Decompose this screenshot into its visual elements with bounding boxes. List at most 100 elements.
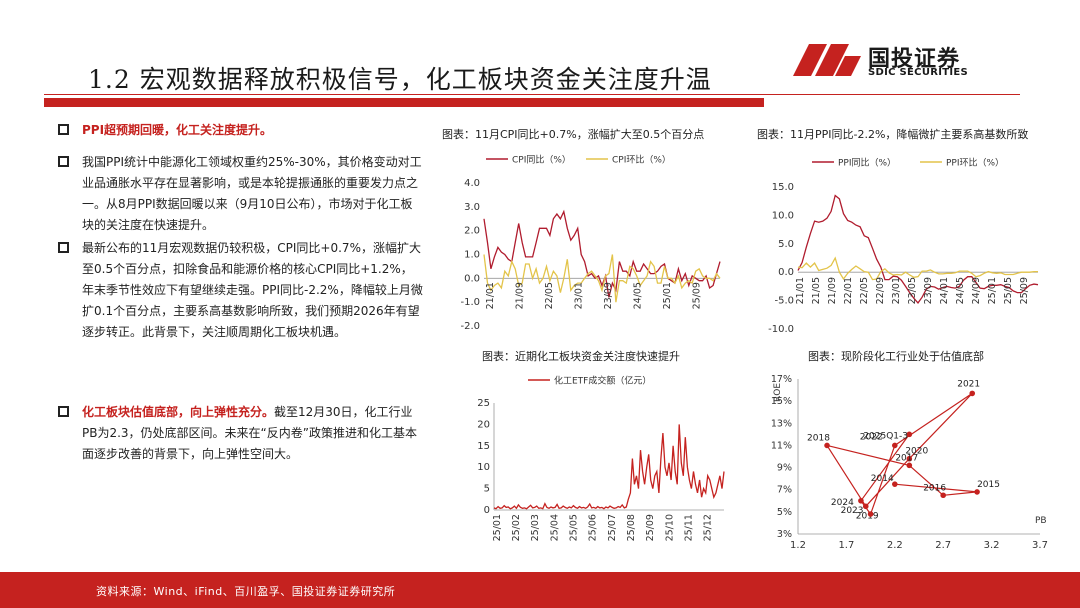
point-label: 2021 bbox=[957, 379, 980, 389]
x-tick-label: 25/05 bbox=[1003, 277, 1014, 304]
y-tick-label: 15% bbox=[771, 396, 792, 407]
bullet-heading: 化工板块估值底部，向上弹性充分。 bbox=[82, 405, 275, 419]
point-label: 2024 bbox=[831, 498, 854, 508]
x-tick-label: 21/09 bbox=[827, 277, 838, 304]
scatter-point bbox=[906, 462, 913, 469]
x-tick-label: 2.2 bbox=[887, 540, 903, 551]
y-tick-label: 2.0 bbox=[464, 226, 480, 237]
y-tick-label: 5% bbox=[777, 507, 792, 518]
y-tick-label: 11% bbox=[771, 440, 792, 451]
legend-label: PPI同比（%） bbox=[838, 157, 896, 169]
x-tick-label: 21/01 bbox=[795, 277, 806, 304]
x-tick-label: 3.7 bbox=[1032, 540, 1048, 551]
x-tick-label: 24/05 bbox=[955, 277, 966, 304]
caption-ppi: 图表：11月PPI同比-2.2%，降幅微扩主要系高基数所致 bbox=[757, 128, 1029, 141]
legend-label: 化工ETF成交额（亿元） bbox=[554, 375, 651, 387]
y-tick-label: 3.0 bbox=[464, 202, 480, 213]
bullet-text: 截至12月30日，化工行业PB为2.3，仍处底部区间。未来在“反内卷”政策推进和… bbox=[82, 405, 417, 461]
scatter-point bbox=[974, 489, 980, 495]
x-tick-label: 22/01 bbox=[843, 277, 854, 304]
y-tick-label: 0.0 bbox=[778, 267, 794, 278]
x-tick-label: 21/09 bbox=[514, 282, 525, 309]
y-tick-label: 15.0 bbox=[772, 182, 794, 193]
cpi-chart: 4.0 3.0 2.0 1.0 0.0 -1.0 -2.0 21/01 21/09 22/05 23… bbox=[460, 154, 721, 332]
point-label: 2019 bbox=[856, 511, 879, 521]
bullet-item: 最新公布的11月宏观数据仍较积极，CPI同比+0.7%，涨幅扩大至0.5个百分点… bbox=[54, 238, 424, 343]
x-tick-label: 24/09 bbox=[971, 277, 982, 304]
series-line bbox=[797, 256, 1038, 281]
y-tick-label: 25 bbox=[477, 398, 490, 409]
title-red-bar bbox=[44, 98, 764, 107]
scatter-point bbox=[892, 442, 898, 449]
point-label: 2018 bbox=[807, 433, 830, 443]
bullet-square-icon bbox=[58, 124, 69, 135]
scatter-point bbox=[906, 455, 913, 462]
scatter-point bbox=[824, 442, 830, 449]
y-tick-label: 4.0 bbox=[464, 178, 480, 189]
point-label: 2015 bbox=[977, 480, 1000, 490]
bullet-item: PPI超预期回暖，化工关注度提升。 bbox=[54, 120, 424, 141]
y-tick-label: 20 bbox=[477, 419, 490, 430]
x-tick-label: 25/06 bbox=[588, 514, 599, 541]
etf-chart: 25 20 15 10 5 025/01 25/02 25/03 25/04 25/05 25/06… bbox=[477, 375, 725, 541]
y-tick-label: 7% bbox=[777, 485, 792, 496]
legend-label: CPI同比（%） bbox=[512, 154, 571, 166]
x-tick-label: 25/11 bbox=[683, 514, 694, 541]
bullet-item: 我国PPI统计中能源化工领域权重约25%-30%，其价格变动对工业品通胀水平存在… bbox=[54, 152, 424, 236]
y-tick-label: -1.0 bbox=[460, 297, 480, 308]
y-tick-label: 10.0 bbox=[772, 210, 794, 221]
legend-label: PPI环比（%） bbox=[946, 157, 1004, 169]
bullet-heading: PPI超预期回暖，化工关注度提升。 bbox=[82, 123, 273, 137]
y-tick-label: 13% bbox=[771, 418, 792, 429]
point-label: 2014 bbox=[871, 474, 894, 484]
x-tick-label: 25/09 bbox=[645, 514, 656, 541]
x-tick-label: 25/08 bbox=[626, 514, 637, 541]
y-tick-label: 0 bbox=[484, 505, 490, 516]
bullet-item: 化工板块估值底部，向上弹性充分。截至12月30日，化工行业PB为2.3，仍处底部… bbox=[54, 402, 424, 465]
point-label: 2016 bbox=[923, 483, 946, 493]
x-tick-label: 25/09 bbox=[1019, 277, 1030, 304]
y-tick-label: 5.0 bbox=[778, 239, 794, 250]
x-tick-label: 25/09 bbox=[691, 282, 702, 309]
x-tick-label: 22/05 bbox=[859, 277, 870, 304]
y-tick-label: 5 bbox=[484, 484, 490, 495]
title-underline bbox=[44, 94, 1020, 95]
scatter-point bbox=[892, 481, 898, 487]
y-tick-label: 1.0 bbox=[464, 250, 480, 261]
page-title: 1.2 宏观数据释放积极信号，化工板块资金关注度升温 bbox=[88, 65, 712, 94]
bullet-square-icon bbox=[58, 156, 69, 167]
caption-cpi: 图表：11月CPI同比+0.7%，涨幅扩大至0.5个百分点 bbox=[442, 128, 705, 141]
x-tick-label: 24/05 bbox=[632, 282, 643, 309]
y-tick-label: 17% bbox=[771, 374, 792, 385]
point-label: 2020 bbox=[905, 447, 928, 457]
series-line bbox=[483, 254, 721, 303]
y-tick-label: 15 bbox=[477, 441, 490, 452]
x-tick-label: 22/05 bbox=[544, 282, 555, 309]
x-tick-label: 25/04 bbox=[549, 514, 560, 541]
x-tick-label: 25/07 bbox=[607, 514, 618, 541]
y-tick-label: 0.0 bbox=[464, 273, 480, 284]
y-axis-title: ROE bbox=[773, 383, 783, 402]
series-line bbox=[797, 194, 1039, 304]
y-tick-label: -2.0 bbox=[460, 321, 480, 332]
point-label: 2023 bbox=[841, 506, 864, 516]
x-axis-title: PB bbox=[1035, 516, 1047, 526]
valuation-chart: 17% 15% 13% 11% 9% 7% 5% 3%1.2 1.7 2.2 2.7 3.2 3.7 RO… bbox=[771, 374, 1048, 551]
y-tick-label: 3% bbox=[777, 529, 792, 540]
sdic-logo-mark bbox=[793, 44, 861, 76]
y-tick-label: -10.0 bbox=[768, 324, 794, 335]
x-tick-label: 25/01 bbox=[987, 277, 998, 304]
x-tick-label: 3.2 bbox=[984, 540, 1000, 551]
y-tick-label: 10 bbox=[477, 462, 490, 473]
x-tick-label: 21/01 bbox=[485, 282, 496, 309]
x-tick-label: 25/12 bbox=[703, 514, 714, 541]
x-tick-label: 25/03 bbox=[530, 514, 541, 541]
logo-english: SDIC SECURITIES bbox=[868, 67, 969, 78]
bullet-text: 最新公布的11月宏观数据仍较积极，CPI同比+0.7%，涨幅扩大至0.5个百分点… bbox=[82, 241, 423, 339]
x-tick-label: 25/01 bbox=[662, 282, 673, 309]
x-tick-label: 21/05 bbox=[811, 277, 822, 304]
x-tick-label: 25/01 bbox=[492, 514, 503, 541]
x-tick-label: 25/10 bbox=[664, 514, 675, 541]
bullet-square-icon bbox=[58, 242, 69, 253]
footer-source: 资料来源：Wind、iFind、百川盈孚、国投证券证券研究所 bbox=[96, 585, 396, 598]
